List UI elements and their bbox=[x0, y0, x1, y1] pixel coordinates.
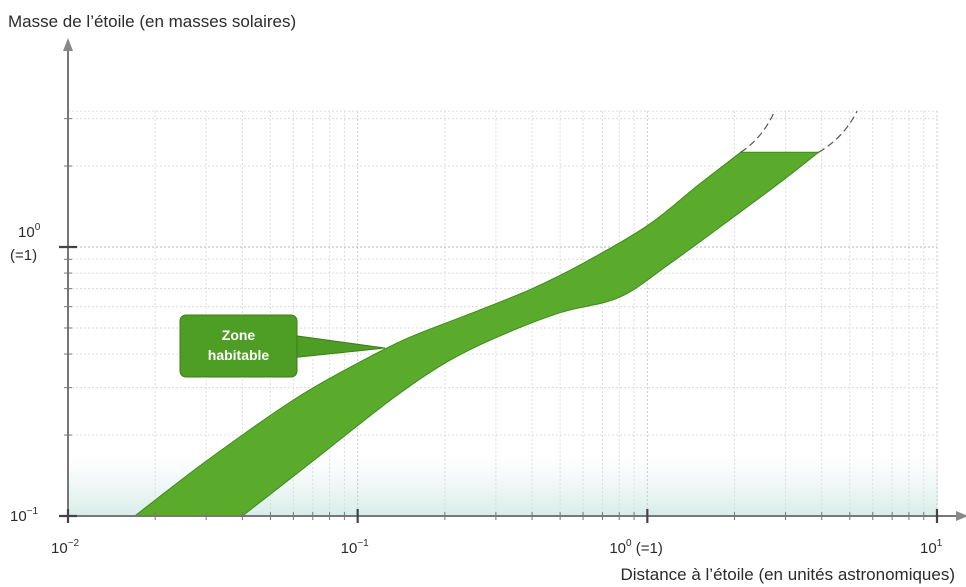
y-tick-label: 100 bbox=[18, 222, 41, 241]
axes bbox=[63, 38, 966, 521]
callout-line-1: Zone bbox=[222, 327, 256, 343]
x-axis-arrow bbox=[956, 511, 966, 521]
x-tick-label: 100 (=1) bbox=[609, 538, 663, 557]
x-axis-title: Distance à l’étoile (en unités astronomi… bbox=[620, 565, 955, 584]
x-tick-labels: 10−2 10−1 100 (=1) 101 bbox=[51, 538, 943, 557]
y-tick-label: 10−1 bbox=[10, 506, 39, 525]
y-axis-arrow bbox=[63, 38, 73, 51]
habitable-zone-inner-extension bbox=[740, 110, 776, 153]
minor-ticks bbox=[64, 118, 925, 520]
callout-pointer bbox=[289, 334, 386, 359]
callout-box bbox=[179, 314, 298, 378]
y-tick-label-note: (=1) bbox=[10, 247, 37, 264]
zone-callout: Zone habitable bbox=[179, 314, 386, 378]
y-tick-labels: 10−1 100 (=1) bbox=[10, 222, 41, 525]
major-ticks bbox=[59, 245, 939, 523]
habitable-zone-outer-extension bbox=[818, 110, 858, 153]
callout-line-2: habitable bbox=[208, 347, 270, 363]
x-tick-label: 10−2 bbox=[51, 538, 80, 557]
x-tick-label: 10−1 bbox=[341, 538, 370, 557]
y-axis-title: Masse de l’étoile (en masses solaires) bbox=[8, 12, 296, 31]
x-tick-label: 101 bbox=[920, 538, 943, 557]
